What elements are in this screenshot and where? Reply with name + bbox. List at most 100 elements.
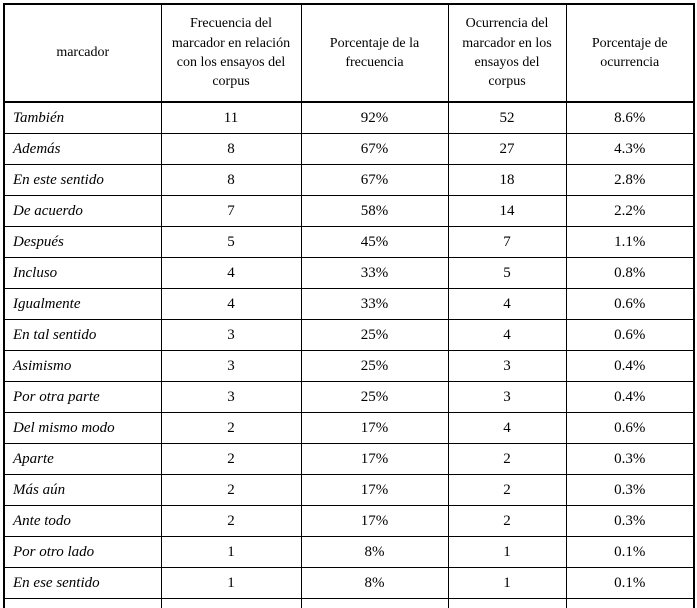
header-marcador: marcador xyxy=(3,3,162,103)
cell-porcentaje-frecuencia: 17% xyxy=(300,412,449,444)
cell-porcentaje-frecuencia: 17% xyxy=(300,505,449,537)
cell-marcador: Ante todo xyxy=(3,505,162,537)
cell-porcentaje-frecuencia: 25% xyxy=(300,319,449,351)
cell-ocurrencia: 7 xyxy=(447,226,567,258)
table-row: Después 5 45% 7 1.1% xyxy=(3,226,695,258)
cell-ocurrencia: 2 xyxy=(447,474,567,506)
cell-frecuencia: 3 xyxy=(160,319,302,351)
cell-frecuencia: 1 xyxy=(160,567,302,599)
cell-porcentaje-ocurrencia: 0.1% xyxy=(565,567,695,599)
cell-porcentaje-ocurrencia: 0.3% xyxy=(565,474,695,506)
cell-frecuencia: 3 xyxy=(160,350,302,382)
table-header: marcador Frecuencia del marcador en rela… xyxy=(3,3,695,103)
cell-empty xyxy=(447,598,567,608)
cell-marcador: Del mismo modo xyxy=(3,412,162,444)
table-row: Del mismo modo 2 17% 4 0.6% xyxy=(3,412,695,444)
cell-porcentaje-frecuencia: 25% xyxy=(300,350,449,382)
cell-ocurrencia: 4 xyxy=(447,288,567,320)
cell-marcador: Asimismo xyxy=(3,350,162,382)
cell-marcador: Más aún xyxy=(3,474,162,506)
cell-ocurrencia: 1 xyxy=(447,536,567,568)
cell-porcentaje-frecuencia: 25% xyxy=(300,381,449,413)
header-ocurrencia-marcador: Ocurrencia del marcador en los ensayos d… xyxy=(447,3,567,103)
cell-ocurrencia: 52 xyxy=(447,101,567,134)
table-row: Aparte 2 17% 2 0.3% xyxy=(3,443,695,475)
header-porcentaje-ocurrencia: Porcentaje de ocurrencia xyxy=(565,3,695,103)
cell-porcentaje-ocurrencia: 0.4% xyxy=(565,381,695,413)
cell-porcentaje-frecuencia: 92% xyxy=(300,101,449,134)
cell-marcador: En tal sentido xyxy=(3,319,162,351)
cell-porcentaje-ocurrencia: 0.6% xyxy=(565,288,695,320)
cell-porcentaje-frecuencia: 33% xyxy=(300,257,449,289)
cell-ocurrencia: 2 xyxy=(447,443,567,475)
table-row: En este sentido 8 67% 18 2.8% xyxy=(3,164,695,196)
cell-porcentaje-ocurrencia: 0.3% xyxy=(565,505,695,537)
cell-ocurrencia: 3 xyxy=(447,350,567,382)
table-row: En ese sentido 1 8% 1 0.1% xyxy=(3,567,695,599)
cell-marcador: De acuerdo xyxy=(3,195,162,227)
cell-frecuencia: 2 xyxy=(160,474,302,506)
cell-porcentaje-frecuencia: 33% xyxy=(300,288,449,320)
table-row: También 11 92% 52 8.6% xyxy=(3,101,695,134)
cell-porcentaje-ocurrencia: 0.3% xyxy=(565,443,695,475)
table-row: Además 8 67% 27 4.3% xyxy=(3,133,695,165)
cell-ocurrencia: 4 xyxy=(447,412,567,444)
cell-frecuencia: 2 xyxy=(160,443,302,475)
cell-ocurrencia: 4 xyxy=(447,319,567,351)
cell-empty xyxy=(160,598,302,608)
cell-porcentaje-ocurrencia: 0.8% xyxy=(565,257,695,289)
cell-ocurrencia: 14 xyxy=(447,195,567,227)
cell-porcentaje-frecuencia: 8% xyxy=(300,536,449,568)
cell-marcador: Después xyxy=(3,226,162,258)
cell-porcentaje-ocurrencia: 0.1% xyxy=(565,536,695,568)
cell-ocurrencia: 1 xyxy=(447,567,567,599)
cell-frecuencia: 1 xyxy=(160,536,302,568)
cell-frecuencia: 5 xyxy=(160,226,302,258)
table-row: Por otra parte 3 25% 3 0.4% xyxy=(3,381,695,413)
cell-marcador: Igualmente xyxy=(3,288,162,320)
cell-ocurrencia: 2 xyxy=(447,505,567,537)
cell-marcador: En ese sentido xyxy=(3,567,162,599)
cell-marcador: También xyxy=(3,101,162,134)
cell-porcentaje-frecuencia: 17% xyxy=(300,474,449,506)
cell-porcentaje-ocurrencia: 2.2% xyxy=(565,195,695,227)
cell-porcentaje-ocurrencia: 0.6% xyxy=(565,412,695,444)
cell-porcentaje-frecuencia: 17% xyxy=(300,443,449,475)
table-row: De acuerdo 7 58% 14 2.2% xyxy=(3,195,695,227)
cell-frecuencia: 2 xyxy=(160,505,302,537)
table-row: Asimismo 3 25% 3 0.4% xyxy=(3,350,695,382)
cell-porcentaje-ocurrencia: 2.8% xyxy=(565,164,695,196)
table-row: Incluso 4 33% 5 0.8% xyxy=(3,257,695,289)
cell-ocurrencia: 5 xyxy=(447,257,567,289)
cell-porcentaje-ocurrencia: 1.1% xyxy=(565,226,695,258)
cell-porcentaje-frecuencia: 8% xyxy=(300,567,449,599)
cell-ocurrencia: 27 xyxy=(447,133,567,165)
cell-porcentaje-frecuencia: 67% xyxy=(300,164,449,196)
cell-marcador: Aparte xyxy=(3,443,162,475)
cell-frecuencia: 2 xyxy=(160,412,302,444)
cell-frecuencia: 8 xyxy=(160,133,302,165)
cell-porcentaje-ocurrencia: 0.6% xyxy=(565,319,695,351)
cell-marcador: Por otro lado xyxy=(3,536,162,568)
cell-marcador: En este sentido xyxy=(3,164,162,196)
cell-porcentaje-frecuencia: 58% xyxy=(300,195,449,227)
table-row: Igualmente 4 33% 4 0.6% xyxy=(3,288,695,320)
header-frecuencia-marcador: Frecuencia del marcador en relación con … xyxy=(160,3,302,103)
cell-porcentaje-frecuencia: 45% xyxy=(300,226,449,258)
cell-ocurrencia: 18 xyxy=(447,164,567,196)
cell-marcador: Por otra parte xyxy=(3,381,162,413)
cell-empty xyxy=(300,598,449,608)
table-body: También 11 92% 52 8.6% Además 8 67% 27 4.3% En est… xyxy=(3,101,695,608)
cell-empty xyxy=(565,598,695,608)
cell-marcador: Además xyxy=(3,133,162,165)
cell-frecuencia: 4 xyxy=(160,257,302,289)
table-row-cutoff xyxy=(3,598,695,608)
cell-frecuencia: 7 xyxy=(160,195,302,227)
cell-ocurrencia: 3 xyxy=(447,381,567,413)
cell-frecuencia: 8 xyxy=(160,164,302,196)
cell-empty xyxy=(3,598,162,608)
cell-marcador: Incluso xyxy=(3,257,162,289)
header-porcentaje-frecuencia: Porcentaje de la frecuencia xyxy=(300,3,449,103)
table-row: Ante todo 2 17% 2 0.3% xyxy=(3,505,695,537)
